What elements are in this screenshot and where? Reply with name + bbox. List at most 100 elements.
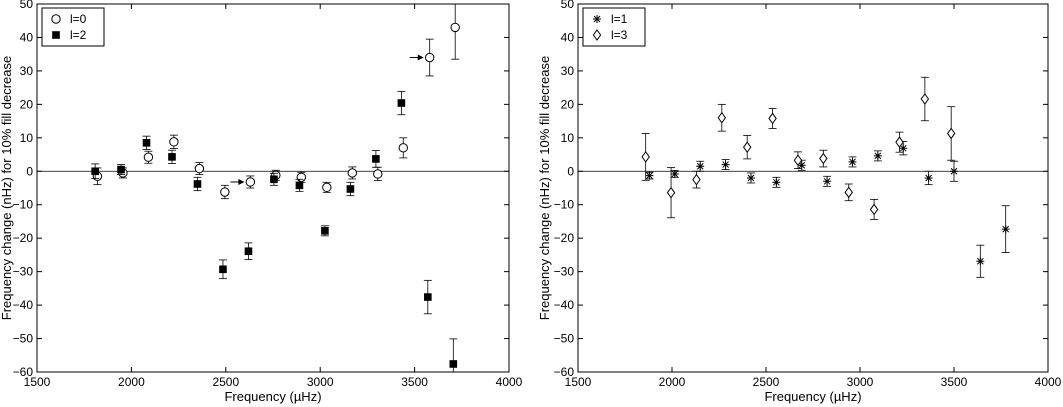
data-point [899,144,908,153]
y-tick-label: −10 [13,198,34,212]
y-tick-label: 40 [20,30,34,44]
data-point [220,187,230,197]
y-axis-label: Frequency change (nHz) for 10% fill decr… [537,56,552,320]
data-point [746,173,755,182]
x-tick-label: 3000 [307,375,334,389]
chart-panel-1: 1500 2000 2500 3000 3500 4000 50 40 30 20 10 0 −10 −2… [0,0,523,404]
legend-box [582,7,646,47]
data-point [895,136,904,149]
y-tick-label: −50 [554,332,575,346]
data-point [768,112,777,125]
legend-box [41,7,105,47]
legend-label: l=3 [611,28,628,42]
data-point [641,151,650,163]
data-point [819,152,828,165]
data-point [322,182,332,193]
data-point [424,293,432,301]
data-point [398,143,408,153]
data-point [721,160,730,169]
x-tick-label: 2000 [118,375,145,389]
x-tick-label: 4000 [496,375,523,389]
y-tick-label: 30 [20,64,34,78]
x-tick-label: 1500 [24,375,51,389]
y-tick-label: 40 [561,30,575,44]
y-tick-label: 0 [567,164,574,178]
data-point [91,167,99,176]
y-tick-label: 20 [561,97,575,111]
plot-area-frame [577,3,1049,373]
data-point [347,168,357,178]
data-point [372,155,380,163]
x-tick-label: 2500 [753,375,780,389]
x-tick-label: 1500 [565,375,592,389]
legend-marker [52,31,60,39]
data-point [645,171,654,180]
y-tick-label: 50 [20,0,34,11]
x-tick-label: 2000 [659,375,686,389]
y-tick-label: −10 [554,198,575,212]
y-tick-label: −20 [554,231,575,245]
y-axis-ticks: 50 40 30 20 10 0 −10 −20 −30 −40 −50 −60 [554,0,1048,379]
x-axis-label: Frequency (µHz) [764,389,861,404]
x-axis-label: Frequency (µHz) [224,389,321,404]
chart-panel-2: 1500 2000 2500 3000 3500 4000 50 40 30 20 10 0 −10 −2… [537,0,1062,404]
data-point [950,167,958,176]
arrow-head [417,54,424,61]
arrow-head [238,178,245,185]
legend: l=1l=3 [582,7,646,47]
data-point [143,152,154,162]
y-tick-label: 0 [26,164,33,178]
data-point [848,157,857,166]
data-point [194,163,205,174]
data-point [425,52,435,63]
data-point [219,265,227,274]
data-point [346,185,355,193]
data-point [245,177,256,187]
x-axis-ticks: 1500 2000 2500 3000 3500 4000 [24,4,523,389]
data-point [873,151,882,160]
x-tick-label: 2500 [212,375,239,389]
y-tick-label: −40 [554,298,575,312]
y-tick-label: 10 [20,131,34,145]
legend-label: l=1 [611,12,628,26]
y-tick-label: −60 [554,365,575,379]
legend-label: l=2 [70,28,87,42]
x-tick-label: 3000 [847,375,874,389]
data-point [373,169,383,179]
x-tick-label: 3500 [401,375,428,389]
y-tick-label: −60 [13,365,34,379]
data-point [976,257,985,266]
legend-marker [592,29,602,41]
data-point [193,180,202,188]
plot-area-frame [36,3,510,373]
data-point [696,162,705,171]
y-tick-label: −30 [13,265,34,279]
x-axis-ticks: 1500 2000 2500 3000 3500 4000 [565,4,1062,389]
data-point [117,165,125,174]
data-point [844,186,853,199]
data-point [666,186,676,199]
data-point [397,99,406,107]
data-point [793,154,803,167]
data-point [168,153,176,161]
data-point [244,247,253,256]
y-tick-label: 10 [561,131,575,145]
data-point [450,22,460,33]
data-point [321,227,329,235]
x-tick-label: 3500 [941,375,968,389]
data-point [692,173,701,186]
data-point [920,93,930,105]
y-tick-label: −40 [13,298,34,312]
x-tick-label: 4000 [1035,375,1062,389]
data-point [717,111,727,124]
data-layer [91,4,460,372]
series-l-1 [645,141,1010,278]
y-axis-label: Frequency change (nHz) for 10% fill decr… [0,56,14,320]
y-tick-label: −30 [554,265,575,279]
y-tick-label: 30 [561,64,575,78]
data-point [823,177,832,186]
data-point [742,141,752,154]
data-point [270,175,278,184]
series-l-2 [91,90,458,372]
